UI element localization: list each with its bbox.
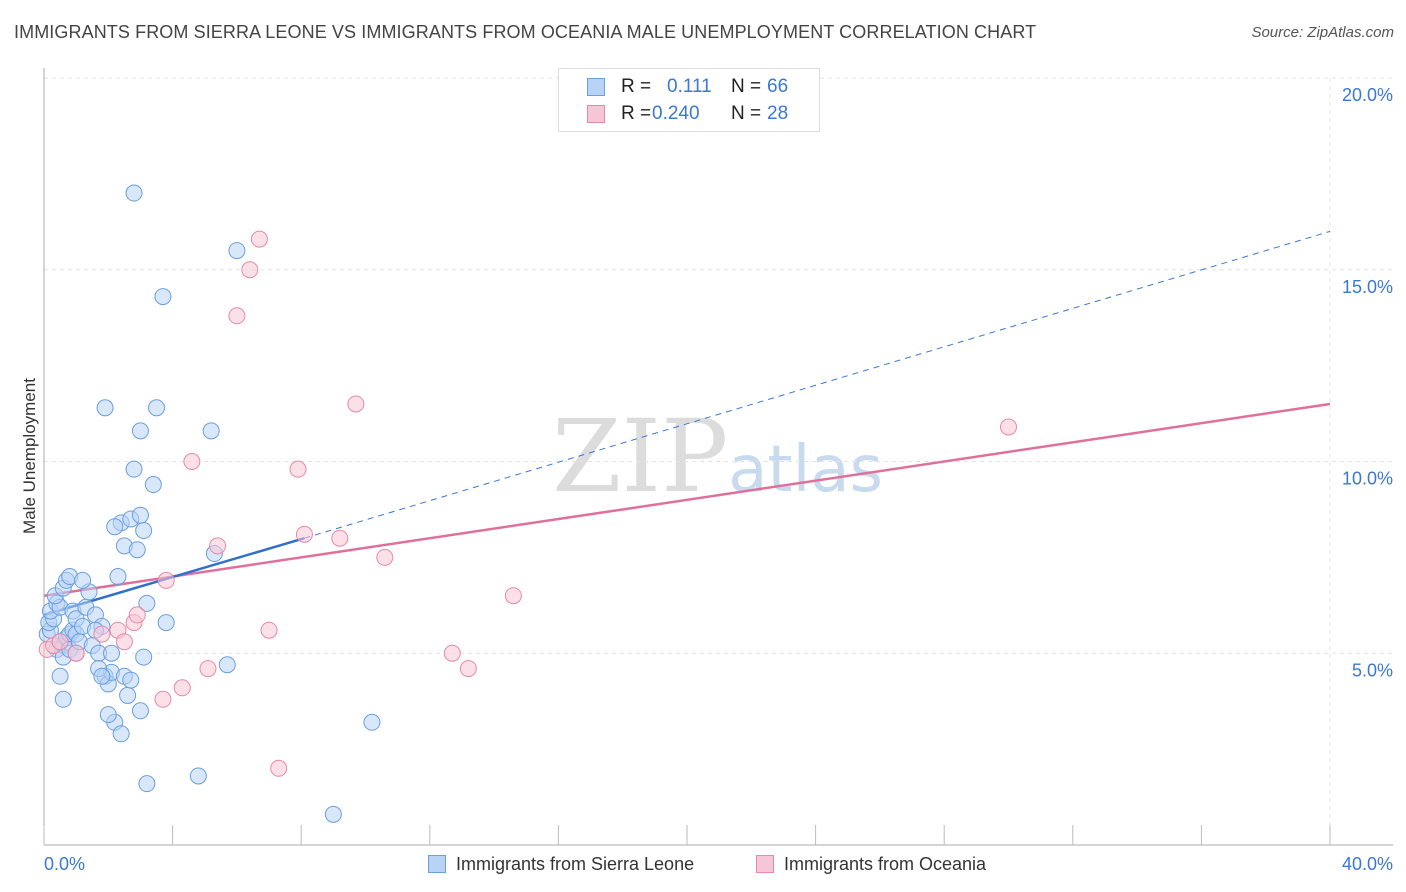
point-sierra-leone [54,690,72,708]
bottom-legend-label: Immigrants from Oceania [784,853,987,874]
point-oceania [459,660,477,678]
point-sierra-leone [96,399,114,417]
legend-r-label: R = [621,76,652,97]
point-oceania [93,625,111,643]
point-oceania [115,633,133,651]
y-tick-label: 5.0% [1352,660,1393,680]
legend-r-value: 0.240 [652,103,700,124]
x-tick-label: 40.0% [1342,854,1393,874]
point-sierra-leone [128,541,146,559]
y-tick-label: 20.0% [1342,85,1393,105]
point-sierra-leone [363,713,381,731]
legend-r-value: 0.111 [667,76,712,97]
trend-lines [43,230,1331,617]
point-sierra-leone [125,184,143,202]
legend-n-label: N = [731,76,762,97]
point-sierra-leone [99,706,117,724]
point-sierra-leone [202,422,220,440]
correlation-legend: R = 0.111 N = 66 R = 0.240 N = 28 [558,68,820,132]
point-sierra-leone [157,614,175,632]
legend-n-value: 66 [767,76,789,97]
legend-row-sierra-leone: R = 0.111 N = 66 [559,74,819,100]
point-oceania [443,644,461,662]
point-oceania [183,453,201,470]
legend-swatch-pink [587,105,605,123]
point-sierra-leone [228,242,246,260]
point-oceania [67,644,85,662]
bottom-legend-swatch-blue [428,855,446,873]
point-oceania [173,679,191,697]
point-sierra-leone [51,667,69,685]
point-oceania [250,230,268,248]
legend-r-label: R = [621,103,652,124]
point-oceania [504,587,522,605]
point-sierra-leone [103,644,121,662]
point-oceania [209,537,227,555]
point-sierra-leone [135,648,153,666]
point-oceania [228,307,246,325]
point-sierra-leone [218,656,236,674]
point-sierra-leone [131,422,149,440]
bottom-legend-label: Immigrants from Sierra Leone [456,853,695,874]
trend-line-oceania [43,402,1331,597]
bottom-legend-swatch-pink [756,855,774,873]
point-oceania [128,606,146,624]
point-sierra-leone [109,568,127,586]
y-tick-label: 15.0% [1342,277,1393,297]
point-oceania [199,660,217,678]
legend-swatch-blue [587,78,605,96]
trend-line-sierra-leone-extrapolated [304,230,1331,539]
point-sierra-leone [131,702,149,720]
bottom-legend-sierra-leone: Immigrants from Sierra Leone [428,852,694,876]
chart-title: IMMIGRANTS FROM SIERRA LEONE VS IMMIGRAN… [14,22,1037,42]
y-tick-label: 10.0% [1342,469,1393,489]
point-oceania [270,759,288,777]
point-sierra-leone [122,671,140,689]
point-sierra-leone [324,805,342,823]
point-sierra-leone [148,399,166,417]
point-sierra-leone [138,775,156,793]
legend-n-label: N = [731,103,762,124]
point-sierra-leone [131,506,149,524]
point-sierra-leone [125,460,143,478]
point-oceania [154,690,172,708]
tick-labels: 0.0% 40.0% 5.0% 10.0% 15.0% 20.0% [44,85,1393,874]
point-oceania [376,548,394,566]
point-sierra-leone [106,518,124,536]
source-label: Source: ZipAtlas.com [1251,24,1394,41]
point-oceania [241,261,259,279]
legend-row-oceania: R = 0.240 N = 28 [559,101,819,127]
point-sierra-leone [119,686,137,704]
point-oceania [260,621,278,639]
x-tick-label: 0.0% [44,854,85,874]
point-oceania [347,395,365,413]
point-sierra-leone [138,594,156,612]
point-sierra-leone [93,667,111,685]
point-oceania [51,633,69,651]
grid [44,77,1395,845]
point-sierra-leone [112,725,130,743]
bottom-legend-oceania: Immigrants from Oceania [756,852,986,876]
point-oceania [1000,418,1017,436]
point-sierra-leone [189,767,207,785]
legend-n-value: 28 [767,103,789,124]
point-sierra-leone [135,522,153,540]
point-oceania [157,571,175,589]
point-oceania [289,460,307,478]
data-points [38,184,1017,823]
point-sierra-leone [74,571,92,589]
point-oceania [331,529,349,547]
point-sierra-leone [144,476,162,494]
axes [43,68,1393,846]
point-sierra-leone [154,288,172,306]
point-oceania [295,525,313,543]
